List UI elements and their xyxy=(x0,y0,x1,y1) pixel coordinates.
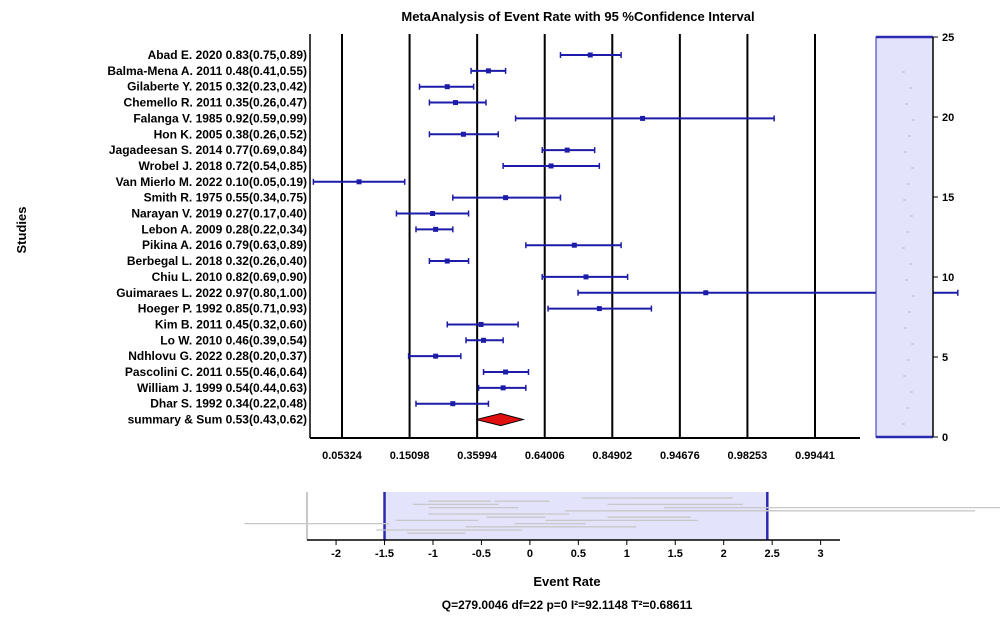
x-axis-title: Event Rate xyxy=(533,574,600,589)
study-label: Abad E. 2020 0.83(0.75,0.89) xyxy=(148,48,307,62)
overview-tick-label: 2 xyxy=(721,548,727,560)
x-tick-label: 0.05324 xyxy=(322,450,363,462)
point-estimate xyxy=(481,337,487,343)
point-estimate xyxy=(596,306,602,312)
x-tick-label: 0.15098 xyxy=(390,450,430,462)
y-axis-title: Studies xyxy=(14,207,29,254)
scroll-selection xyxy=(875,36,934,438)
x-tick-label: 0.35994 xyxy=(457,450,498,462)
point-estimate xyxy=(453,100,459,106)
point-estimate xyxy=(503,369,509,375)
scroll-tick-label: 10 xyxy=(942,272,954,284)
study-label: Guimaraes L. 2022 0.97(0.80,1.00) xyxy=(116,286,307,300)
study-label: Smith R. 1975 0.55(0.34,0.75) xyxy=(144,191,307,205)
overview-tick-label: -0.5 xyxy=(472,548,491,560)
study-label: Lo W. 2010 0.46(0.39,0.54) xyxy=(160,333,307,347)
point-estimate xyxy=(583,274,589,280)
point-estimate xyxy=(485,68,491,74)
study-label: Berbegal L. 2018 0.32(0.26,0.40) xyxy=(127,254,307,268)
study-label: Chiu L. 2010 0.82(0.69,0.90) xyxy=(152,270,307,284)
point-estimate xyxy=(478,321,484,327)
overview-tick-label: -2 xyxy=(331,548,341,560)
point-estimate xyxy=(433,353,439,359)
study-label: Balma-Mena A. 2011 0.48(0.41,0.55) xyxy=(107,64,307,78)
statistics-line: Q=279.0046 df=22 p=0 I²=92.1148 T²=0.686… xyxy=(442,598,693,612)
study-label: Jagadeesan S. 2014 0.77(0.69,0.84) xyxy=(109,143,307,157)
overview-tick-label: -1.5 xyxy=(375,548,394,560)
overview-selection xyxy=(384,492,768,540)
point-estimate xyxy=(460,131,466,137)
point-estimate xyxy=(444,84,450,90)
study-label: Wrobel J. 2018 0.72(0.54,0.85) xyxy=(138,159,307,173)
point-estimate xyxy=(703,290,709,296)
point-estimate xyxy=(356,179,362,185)
study-label: Narayan V. 2019 0.27(0.17,0.40) xyxy=(131,207,307,221)
scroll-tick-label: 20 xyxy=(942,112,954,124)
x-tick-label: 0.94676 xyxy=(660,450,700,462)
study-label: Pascolini C. 2011 0.55(0.46,0.64) xyxy=(125,365,307,379)
scroll-tick-label: 15 xyxy=(942,192,954,204)
chart-title: MetaAnalysis of Event Rate with 95 %Conf… xyxy=(401,9,754,24)
study-label: Kim B. 2011 0.45(0.32,0.60) xyxy=(155,317,307,331)
point-estimate xyxy=(571,242,577,248)
study-label: Van Mierlo M. 2022 0.10(0.05,0.19) xyxy=(116,175,307,189)
scroll-tick-label: 25 xyxy=(942,32,954,44)
overview-tick-label: 2.5 xyxy=(765,548,780,560)
study-label: Gilaberte Y. 2015 0.32(0.23,0.42) xyxy=(127,80,307,94)
scroll-tick-label: 0 xyxy=(942,432,948,444)
overview-tick-label: -1 xyxy=(428,548,438,560)
point-estimate xyxy=(430,211,436,216)
point-estimate xyxy=(503,195,509,201)
point-estimate xyxy=(500,385,506,391)
point-estimate xyxy=(587,52,593,58)
point-estimate xyxy=(450,401,456,407)
scroll-tick-label: 5 xyxy=(942,352,948,364)
study-label: Falanga V. 1985 0.92(0.59,0.99) xyxy=(133,111,307,125)
study-label: Dhar S. 1992 0.34(0.22,0.48) xyxy=(150,397,307,411)
x-tick-label: 0.99441 xyxy=(795,450,835,462)
overview-tick-label: 0.5 xyxy=(571,548,586,560)
study-label: Hoeger P. 1992 0.85(0.71,0.93) xyxy=(138,302,307,316)
overview-tick-label: 0 xyxy=(527,548,533,560)
x-tick-label: 0.98253 xyxy=(728,450,768,462)
study-label: Chemello R. 2011 0.35(0.26,0.47) xyxy=(124,96,307,110)
x-tick-label: 0.64006 xyxy=(525,450,565,462)
point-estimate xyxy=(564,147,570,153)
point-estimate xyxy=(444,258,450,264)
study-label: Pikina A. 2016 0.79(0.63,0.89) xyxy=(142,238,307,252)
overview-tick-label: 1.5 xyxy=(668,548,683,560)
summary-diamond xyxy=(475,413,526,427)
overview-tick-label: 3 xyxy=(818,548,824,560)
study-label: Lebon A. 2009 0.28(0.22,0.34) xyxy=(141,222,307,236)
summary-label: summary & Sum 0.53(0.43,0.62) xyxy=(128,413,307,427)
study-label: Hon K. 2005 0.38(0.26,0.52) xyxy=(154,127,307,141)
study-label: William J. 1999 0.54(0.44,0.63) xyxy=(137,381,307,395)
study-label: Ndhlovu G. 2022 0.28(0.20,0.37) xyxy=(128,349,307,363)
x-tick-label: 0.84902 xyxy=(592,450,632,462)
point-estimate xyxy=(548,163,554,169)
point-estimate xyxy=(433,226,439,232)
overview-tick-label: 1 xyxy=(624,548,630,560)
point-estimate xyxy=(640,115,646,121)
